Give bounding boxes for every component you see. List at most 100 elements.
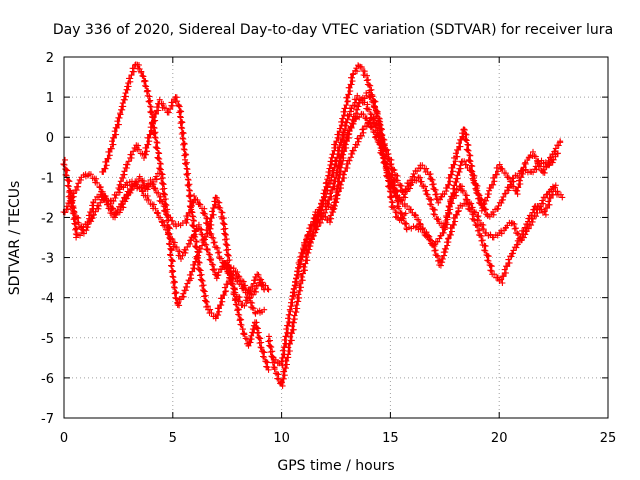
plus-marker-segment [559,194,566,201]
plus-marker-segment [507,241,521,260]
plus-marker-segment [141,128,155,161]
plus-marker-segment [396,205,410,232]
plus-marker-segment [156,193,172,220]
plus-marker-segment [417,162,431,175]
x-tick-label: 0 [60,431,68,446]
plus-marker-segment [550,185,564,198]
plus-marker-segment [252,319,265,351]
y-tick-label: -3 [41,252,54,267]
plus-marker-segment [343,144,359,167]
x-tick-label: 25 [600,431,617,446]
x-tick-label: 20 [491,431,508,446]
plus-marker-segment [90,191,104,206]
plus-marker-segment [165,223,177,275]
plus-marker-segment [175,102,190,163]
x-tick-label: 15 [382,431,399,446]
plus-marker-segment [231,297,246,333]
chart-title: Day 336 of 2020, Sidereal Day-to-day VTE… [53,22,613,38]
plus-marker-segment [212,288,229,322]
y-tick-label: -5 [41,332,54,347]
axis-ticks [63,56,609,419]
y-axis-label: SDTVAR / TECUs [7,181,23,296]
axis-tick-labels: 0 5 10 15 20 25 -7 -6 -5 -4 -3 -2 -1 0 1 2 [41,51,616,446]
plus-marker-segment [116,179,131,193]
plus-marker-segment [178,240,194,262]
plus-marker-segment [397,185,413,204]
plus-marker-segment [268,353,283,367]
x-tick-label: 10 [273,431,290,446]
plus-marker-segment [363,101,378,127]
plus-marker-segment [69,176,84,200]
plus-marker-segment [84,199,97,226]
plus-marker-segment [554,150,561,157]
plus-marker-segment [99,145,115,175]
plus-marker-segment [199,205,215,238]
plus-marker-segment [336,98,351,132]
plus-marker-segment [65,189,78,215]
y-tick-label: 0 [46,131,54,146]
plus-marker-segment [328,144,343,181]
plus-marker-segment [423,191,438,218]
plus-marker-segment [443,154,459,192]
y-tick-label: -2 [41,211,54,226]
plus-marker-segment [437,235,452,269]
x-tick-label: 5 [169,431,177,446]
plus-marker-segment [323,147,338,186]
plus-marker-segment [298,253,311,284]
plus-marker-segment [415,174,430,194]
plus-marker-segment [173,217,189,230]
plus-marker-segment [489,271,503,284]
plus-marker-segment [78,221,91,233]
plus-marker-segment [557,138,564,145]
plus-marker-segment [78,171,91,181]
plus-marker-segment [402,203,416,216]
plus-marker-segment [259,348,271,371]
plus-marker-segment [265,366,272,373]
plus-marker-segment [323,176,339,210]
plus-marker-segment [147,100,163,134]
plus-marker-segment [219,215,233,268]
plus-marker-segment [186,255,200,282]
plus-marker-segment [174,293,187,309]
plus-marker-segment [156,170,163,177]
plus-marker-segment [457,183,471,203]
plus-marker-segment [290,280,304,323]
plus-marker-segment [378,135,393,163]
plus-marker-segment [289,258,305,300]
series-1 [99,61,272,373]
plus-marker-segment [164,96,178,116]
plus-marker-segment [243,290,259,316]
plus-marker-segment [372,122,387,159]
plus-marker-segment [431,232,445,248]
plus-marker-segment [60,156,74,195]
plus-marker-segment [477,195,491,218]
plus-marker-segment [278,354,292,389]
series-2 [115,94,268,322]
plus-marker-segment [379,155,396,192]
plus-marker-segment [138,68,152,99]
plus-marker-segment [486,164,501,192]
plot-frame [63,56,609,419]
plus-marker-segment [544,183,558,198]
plus-marker-segment [257,279,271,292]
plus-marker-segment [445,208,462,242]
plus-marker-segment [86,171,101,186]
plus-marker-segment [450,158,465,192]
plus-marker-segment [265,286,272,293]
plus-marker-segment [367,123,383,146]
plus-marker-segment [206,195,219,228]
plus-marker-segment [452,126,467,160]
series-10 [65,170,163,233]
plus-marker-segment [252,307,265,317]
plus-marker-segment [541,188,557,218]
plus-marker-segment [230,265,242,279]
data-points [60,61,566,389]
plus-marker-segment [111,208,123,221]
plus-marker-segment [160,222,176,242]
y-tick-label: -4 [41,292,54,307]
y-tick-label: 1 [46,91,54,106]
plus-marker-segment [471,217,486,248]
plus-marker-segment [517,225,532,244]
plus-marker-segment [123,144,139,168]
